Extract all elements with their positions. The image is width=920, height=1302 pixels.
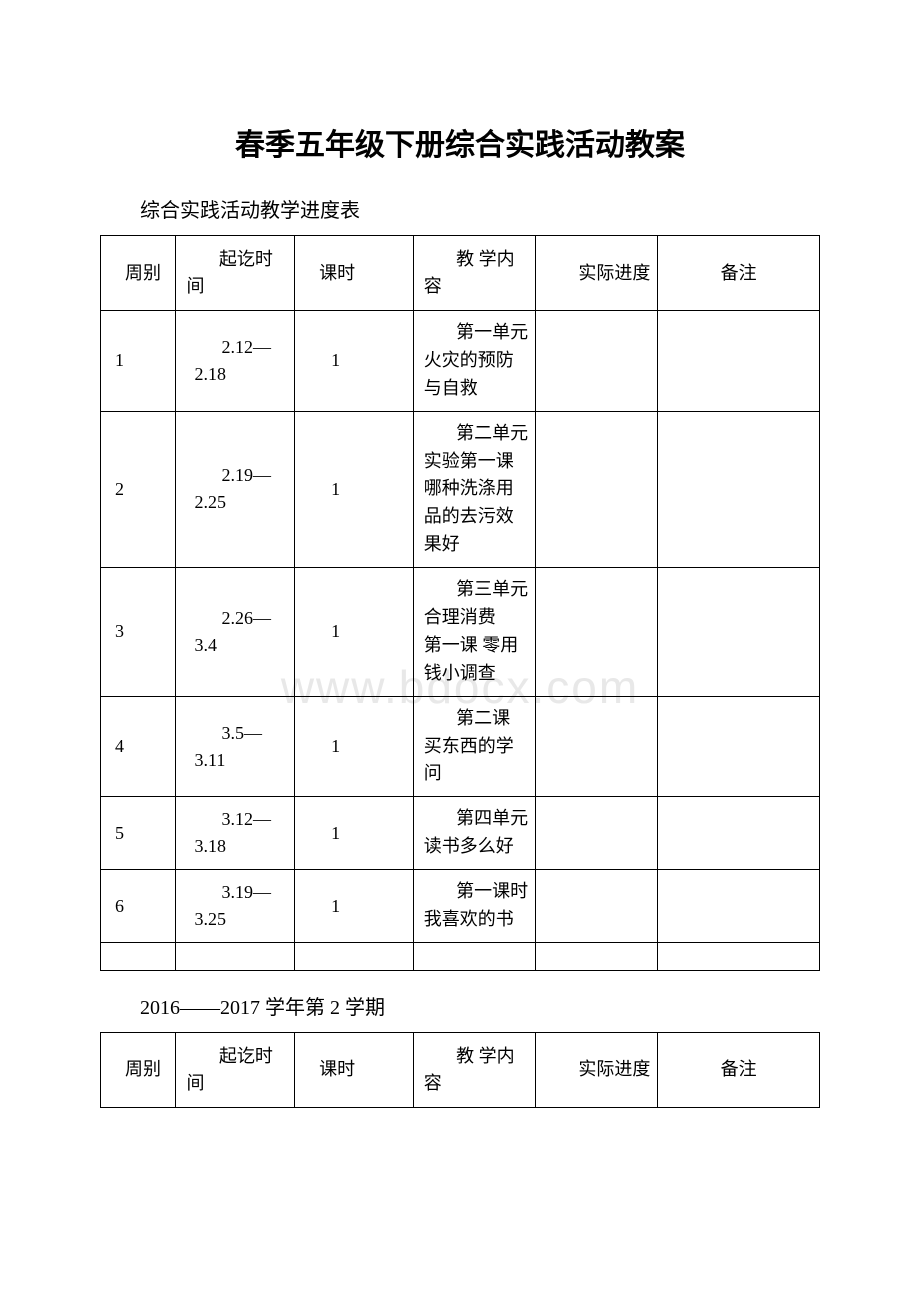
- cell-content: 第一单元 火灾的预防与自救: [413, 311, 535, 412]
- cell-note: [658, 797, 820, 870]
- table-row: 63.19—3.251第一课时 我喜欢的书: [101, 870, 820, 943]
- schedule-table-1: 周别 起讫时间 课时 教 学内 容 实际进度 备注 12.12—2.181第一单…: [100, 235, 820, 971]
- cell-note: [658, 870, 820, 943]
- cell-week: 3: [101, 568, 176, 697]
- cell-date: 3.5—3.11: [176, 696, 295, 797]
- header-note: 备注: [658, 1032, 820, 1107]
- cell-week: 1: [101, 311, 176, 412]
- header-content: 教 学内 容: [413, 1032, 535, 1107]
- table-row: 53.12—3.181第四单元 读书多么好: [101, 797, 820, 870]
- cell-content: 第二单元 实验第一课 哪种洗涤用品的去污效果好: [413, 411, 535, 567]
- cell-progress: [535, 311, 657, 412]
- cell-hours: 1: [295, 696, 414, 797]
- table-header-row: 周别 起讫时间 课时 教 学内 容 实际进度 备注: [101, 1032, 820, 1107]
- cell-hours: 1: [295, 311, 414, 412]
- table-row: 32.26—3.41第三单元 合理消费第一课 零用钱小调查: [101, 568, 820, 697]
- cell-progress: [535, 696, 657, 797]
- cell-empty: [658, 942, 820, 970]
- header-hours: 课时: [295, 236, 414, 311]
- cell-empty: [176, 942, 295, 970]
- cell-date: 3.19—3.25: [176, 870, 295, 943]
- cell-content: 第四单元 读书多么好: [413, 797, 535, 870]
- cell-progress: [535, 870, 657, 943]
- cell-empty: [535, 942, 657, 970]
- cell-progress: [535, 411, 657, 567]
- schedule-table-2: 周别 起讫时间 课时 教 学内 容 实际进度 备注: [100, 1032, 820, 1108]
- cell-hours: 1: [295, 411, 414, 567]
- header-content: 教 学内 容: [413, 236, 535, 311]
- cell-week: 6: [101, 870, 176, 943]
- header-hours: 课时: [295, 1032, 414, 1107]
- cell-progress: [535, 568, 657, 697]
- cell-content: 第一课时 我喜欢的书: [413, 870, 535, 943]
- cell-date: 2.12—2.18: [176, 311, 295, 412]
- cell-empty: [295, 942, 414, 970]
- subtitle: 综合实践活动教学进度表: [100, 194, 820, 223]
- page-title: 春季五年级下册综合实践活动教案: [100, 120, 820, 164]
- cell-week: 2: [101, 411, 176, 567]
- table-row: 22.19—2.251第二单元 实验第一课 哪种洗涤用品的去污效果好: [101, 411, 820, 567]
- cell-empty: [413, 942, 535, 970]
- cell-date: 3.12—3.18: [176, 797, 295, 870]
- header-date: 起讫时间: [176, 236, 295, 311]
- cell-week: 5: [101, 797, 176, 870]
- semester-line: 2016——2017 学年第 2 学期: [100, 991, 820, 1020]
- header-week: 周别: [101, 236, 176, 311]
- header-note: 备注: [658, 236, 820, 311]
- cell-content: 第二课 买东西的学问: [413, 696, 535, 797]
- cell-note: [658, 311, 820, 412]
- table-row: [101, 942, 820, 970]
- cell-progress: [535, 797, 657, 870]
- document-content: 春季五年级下册综合实践活动教案 综合实践活动教学进度表 周别 起讫时间 课时 教…: [100, 120, 820, 1108]
- header-progress: 实际进度: [535, 236, 657, 311]
- cell-week: 4: [101, 696, 176, 797]
- cell-date: 2.19—2.25: [176, 411, 295, 567]
- table-row: 12.12—2.181第一单元 火灾的预防与自救: [101, 311, 820, 412]
- header-progress: 实际进度: [535, 1032, 657, 1107]
- table-header-row: 周别 起讫时间 课时 教 学内 容 实际进度 备注: [101, 236, 820, 311]
- cell-note: [658, 568, 820, 697]
- cell-empty: [101, 942, 176, 970]
- cell-content: 第三单元 合理消费第一课 零用钱小调查: [413, 568, 535, 697]
- cell-note: [658, 411, 820, 567]
- cell-date: 2.26—3.4: [176, 568, 295, 697]
- header-date: 起讫时间: [176, 1032, 295, 1107]
- header-week: 周别: [101, 1032, 176, 1107]
- cell-note: [658, 696, 820, 797]
- table-row: 43.5—3.111第二课 买东西的学问: [101, 696, 820, 797]
- cell-hours: 1: [295, 870, 414, 943]
- cell-hours: 1: [295, 568, 414, 697]
- cell-hours: 1: [295, 797, 414, 870]
